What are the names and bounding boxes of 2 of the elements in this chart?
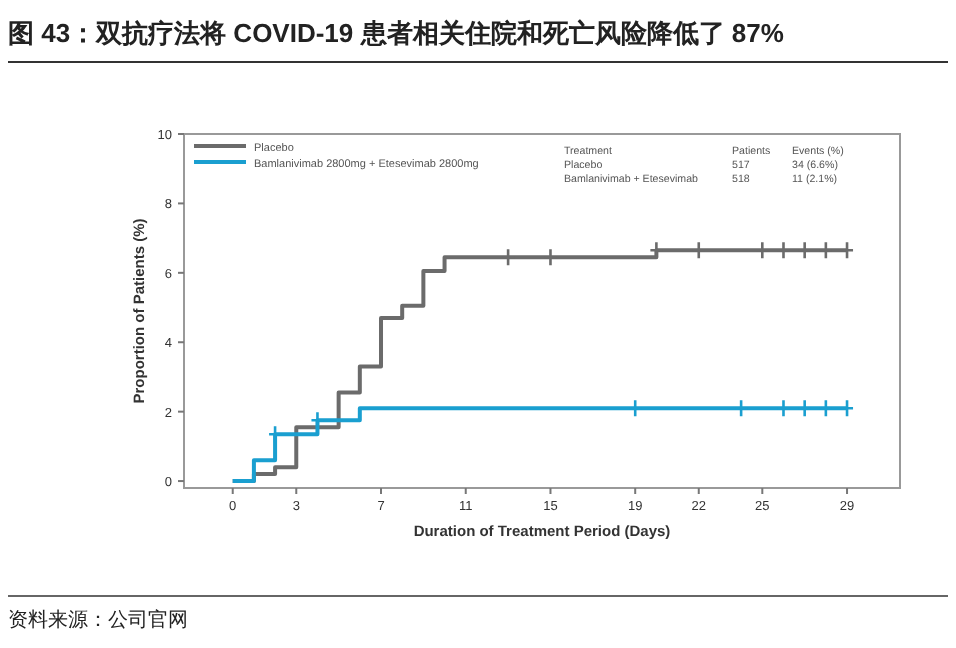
chart-title: 图 43：双抗疗法将 COVID-19 患者相关住院和死亡风险降低了 87%: [8, 18, 785, 48]
text: 资料来源：公司官网: [8, 608, 188, 632]
